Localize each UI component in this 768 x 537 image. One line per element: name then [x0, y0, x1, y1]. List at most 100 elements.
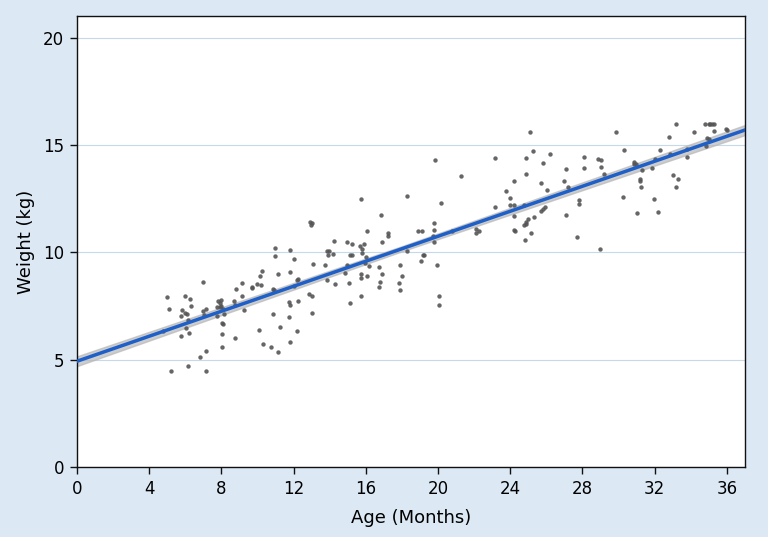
Point [541, 186, 553, 194]
Point [304, 217, 316, 226]
Point [703, 135, 715, 143]
Point [520, 154, 532, 163]
Point [418, 250, 430, 259]
Point [617, 146, 630, 155]
Point [290, 275, 303, 284]
Point [720, 126, 733, 134]
Point [269, 251, 281, 260]
Point [594, 244, 607, 253]
Point [417, 251, 429, 259]
Point [508, 227, 521, 235]
Point [401, 192, 413, 200]
Point [356, 248, 369, 257]
Point [230, 285, 242, 293]
Point [273, 323, 286, 331]
Point [489, 202, 502, 211]
Point [247, 284, 259, 293]
Point [708, 127, 720, 135]
Point [284, 268, 296, 277]
Point [376, 270, 388, 278]
Point [647, 195, 660, 204]
Point [488, 154, 501, 162]
Point [654, 146, 666, 155]
Point [355, 194, 367, 203]
Point [508, 177, 520, 185]
Point [246, 282, 258, 291]
Point [355, 270, 367, 278]
Point [432, 292, 445, 301]
Point [175, 311, 187, 320]
Point [339, 269, 351, 278]
Point [291, 296, 303, 305]
Point [415, 257, 427, 266]
Point [283, 313, 295, 321]
Point [217, 304, 230, 313]
Point [255, 281, 267, 289]
Point [520, 218, 532, 227]
Point [291, 326, 303, 335]
Point [518, 201, 530, 209]
Point [700, 134, 713, 143]
Point [182, 362, 194, 371]
Point [164, 366, 177, 375]
Point [180, 324, 192, 333]
Point [346, 240, 359, 248]
Point [598, 169, 610, 178]
Point [396, 272, 408, 280]
Point [535, 179, 548, 187]
Point [236, 292, 248, 301]
Point [303, 289, 316, 298]
Point [329, 280, 341, 288]
Point [361, 227, 373, 236]
Point [667, 171, 679, 180]
Point [572, 200, 584, 208]
Point [415, 227, 428, 236]
Point [358, 240, 370, 248]
Point [429, 225, 441, 234]
Point [265, 343, 277, 352]
Point [578, 164, 591, 173]
Point [535, 207, 548, 215]
Point [670, 119, 683, 128]
Point [229, 301, 241, 309]
Point [359, 259, 371, 267]
Point [558, 177, 570, 185]
Point [293, 275, 305, 284]
Point [237, 306, 250, 314]
Point [341, 261, 353, 270]
Point [703, 119, 716, 128]
Point [174, 332, 187, 340]
Point [539, 203, 551, 212]
Point [197, 307, 209, 315]
Point [157, 326, 170, 335]
Point [519, 236, 531, 244]
Point [431, 261, 443, 270]
Point [253, 326, 265, 335]
Point [307, 259, 319, 268]
Point [253, 271, 266, 280]
Point [354, 242, 366, 250]
Point [508, 201, 520, 209]
Point [178, 309, 190, 318]
Point [257, 340, 269, 349]
Point [361, 272, 373, 280]
Point [500, 187, 512, 195]
Point [319, 261, 331, 270]
Point [211, 297, 223, 306]
Point [537, 158, 549, 167]
Point [634, 177, 646, 186]
Point [571, 233, 583, 241]
Point [628, 157, 641, 166]
Point [200, 347, 212, 355]
Point [521, 215, 534, 223]
Point [237, 279, 249, 287]
Point [343, 279, 356, 288]
Point [720, 125, 732, 133]
Point [214, 299, 226, 308]
Point [376, 238, 388, 246]
Point [427, 231, 439, 240]
Point [184, 295, 196, 303]
Point [217, 320, 230, 328]
Point [647, 164, 659, 173]
Point [520, 220, 532, 228]
